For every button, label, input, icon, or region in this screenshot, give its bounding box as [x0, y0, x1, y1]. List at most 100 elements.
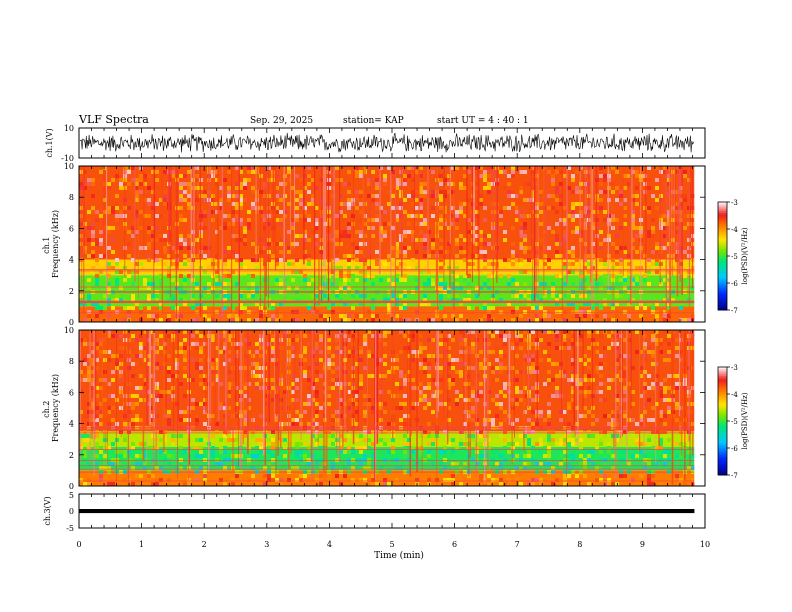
spec-speckle: [367, 354, 371, 358]
spec-speckle: [159, 366, 163, 370]
spec-speckle: [539, 462, 543, 466]
spec-speckle: [519, 270, 523, 274]
spec-speckle: [295, 174, 299, 178]
spec-speckle: [667, 342, 671, 346]
spec-speckle: [463, 298, 467, 302]
spec-speckle: [563, 474, 567, 478]
spec-speckle: [163, 210, 167, 214]
spec-speckle: [631, 266, 635, 270]
spec-speckle: [535, 186, 539, 190]
spec-speckle: [475, 210, 479, 214]
spec-speckle: [235, 214, 239, 218]
spec-speckle: [523, 346, 527, 350]
spec-speckle: [479, 362, 483, 366]
spec-speckle: [139, 398, 143, 402]
spec-speckle: [215, 422, 219, 426]
spec-speckle: [611, 330, 615, 334]
spec-speckle: [459, 370, 463, 374]
spec-speckle: [583, 314, 587, 318]
spec-speckle: [235, 346, 239, 350]
spec-speckle: [103, 458, 107, 462]
spec-speckle: [623, 426, 627, 430]
spec-speckle: [203, 406, 207, 410]
spec-speckle: [151, 434, 155, 438]
spec-speckle: [515, 254, 519, 258]
spec-speckle: [103, 226, 107, 230]
spec-speckle: [275, 174, 279, 178]
spec-speckle: [195, 310, 199, 314]
spec-speckle: [487, 242, 491, 246]
spec-speckle: [671, 218, 675, 222]
spec-speckle: [499, 370, 503, 374]
spec-speckle: [459, 282, 463, 286]
spec-speckle: [503, 206, 507, 210]
spec-speckle: [151, 206, 155, 210]
spec-speckle: [487, 286, 491, 290]
spec-speckle: [135, 338, 139, 342]
spec-speckle: [407, 446, 411, 450]
spec-speckle: [251, 370, 255, 374]
spec-speckle: [339, 386, 343, 390]
spec-speckle: [183, 226, 187, 230]
spec-streak: [288, 330, 290, 469]
spec-speckle: [395, 362, 399, 366]
spec-speckle: [439, 190, 443, 194]
spec-speckle: [235, 238, 239, 242]
spec-speckle: [419, 206, 423, 210]
spec-speckle: [107, 286, 111, 290]
spec-speckle: [663, 262, 667, 266]
spec-speckle: [387, 450, 391, 454]
spec-speckle: [563, 370, 567, 374]
spec-speckle: [587, 458, 591, 462]
spec-speckle: [471, 190, 475, 194]
spec-speckle: [107, 314, 111, 318]
spec-speckle: [91, 210, 95, 214]
spec-speckle: [383, 234, 387, 238]
spec-speckle: [331, 466, 335, 470]
spec-speckle: [227, 270, 231, 274]
spec-speckle: [423, 222, 427, 226]
spec-speckle: [91, 302, 95, 306]
spec-speckle: [279, 278, 283, 282]
spec-speckle: [655, 318, 659, 322]
spec-speckle: [179, 414, 183, 418]
spec-speckle: [451, 302, 455, 306]
spec-speckle: [239, 186, 243, 190]
spec-speckle: [575, 214, 579, 218]
spec-speckle: [571, 378, 575, 382]
spec-speckle: [371, 298, 375, 302]
spec-speckle: [639, 314, 643, 318]
spec-speckle: [159, 466, 163, 470]
spec-speckle: [247, 274, 251, 278]
spec-speckle: [407, 422, 411, 426]
spec-speckle: [503, 438, 507, 442]
spec-speckle: [271, 446, 275, 450]
spec-speckle: [127, 310, 131, 314]
spec-speckle: [195, 450, 199, 454]
spec-speckle: [547, 330, 551, 334]
spec-speckle: [259, 174, 263, 178]
spec-speckle: [227, 254, 231, 258]
spec-speckle: [271, 454, 275, 458]
spec-speckle: [131, 482, 135, 486]
spec-speckle: [371, 306, 375, 310]
spec-speckle: [235, 454, 239, 458]
spec-speckle: [547, 434, 551, 438]
spec-speckle: [327, 358, 331, 362]
spec-speckle: [411, 234, 415, 238]
spec-speckle: [631, 478, 635, 482]
spec-speckle: [419, 186, 423, 190]
spec-speckle: [459, 438, 463, 442]
spec-speckle: [79, 442, 83, 446]
spec-speckle: [299, 474, 303, 478]
spec-streak: [613, 330, 615, 448]
spec-speckle: [295, 190, 299, 194]
spec-speckle: [447, 334, 451, 338]
spec-speckle: [179, 314, 183, 318]
spec-speckle: [191, 378, 195, 382]
spec-speckle: [379, 466, 383, 470]
spec-speckle: [543, 254, 547, 258]
spec-speckle: [131, 402, 135, 406]
spec-speckle: [247, 446, 251, 450]
spec-streak: [137, 166, 139, 299]
